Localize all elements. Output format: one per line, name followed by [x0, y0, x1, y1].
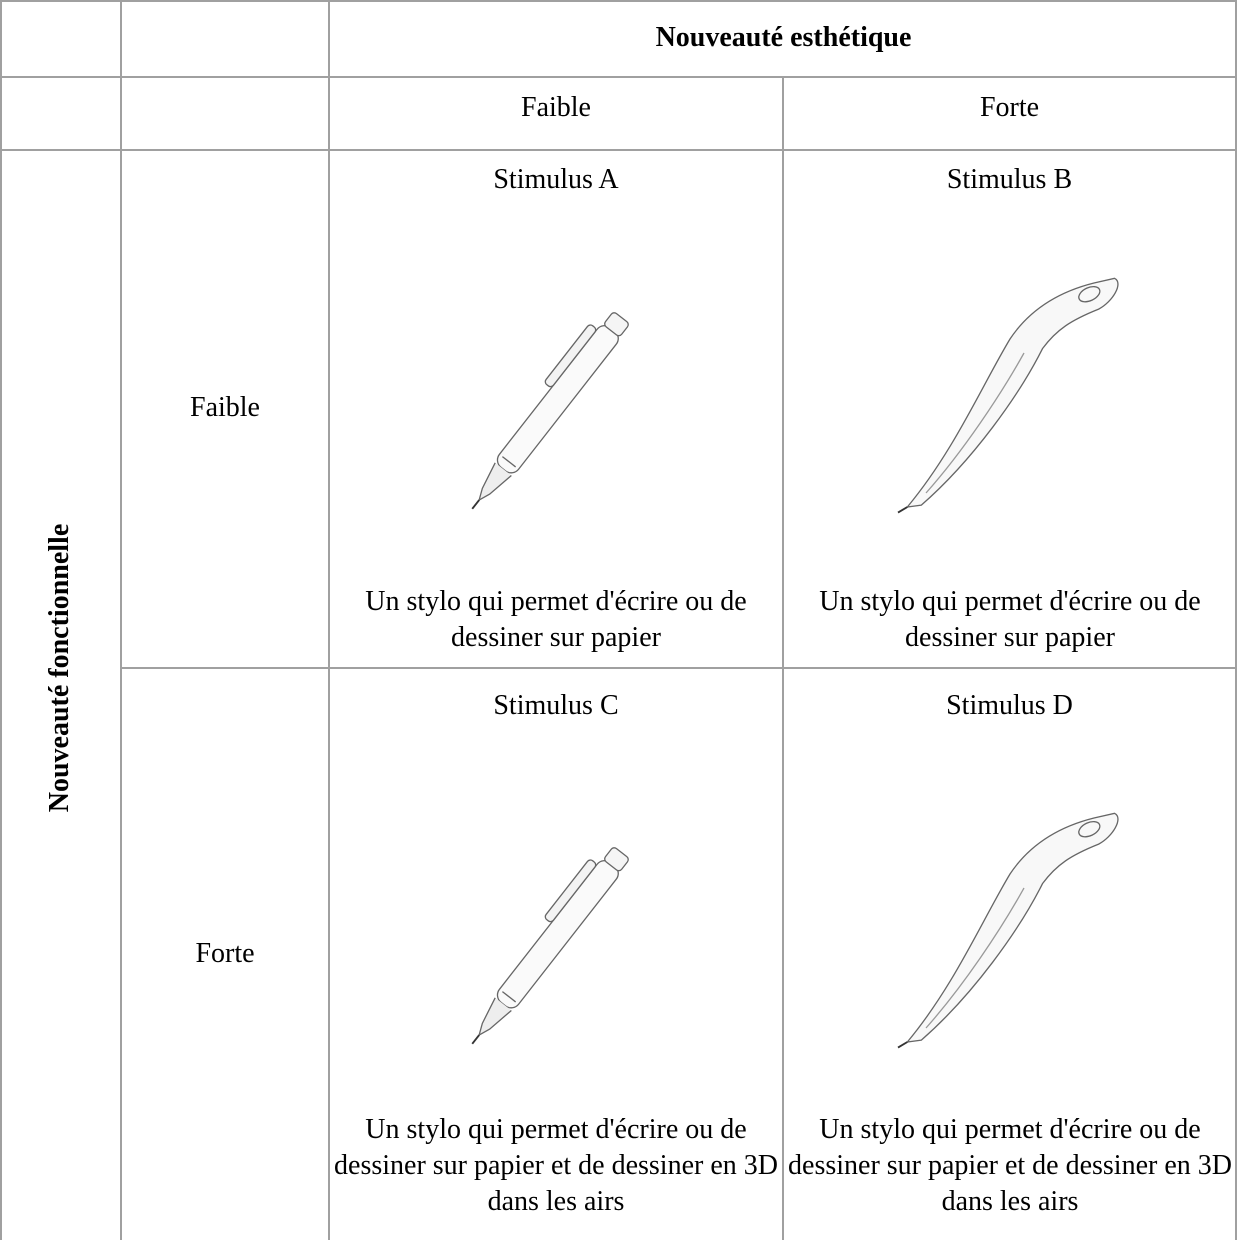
description: Un stylo qui permet d'écrire ou de dessi…: [365, 586, 747, 653]
pen-image: [420, 250, 700, 540]
border: [0, 0, 1237, 2]
grid-line: [120, 667, 1237, 669]
description: Un stylo qui permet d'écrire ou de dessi…: [334, 1114, 778, 1217]
pen-image: [870, 255, 1150, 535]
row-label: Forte: [195, 938, 255, 969]
description: Un stylo qui permet d'écrire ou de dessi…: [819, 586, 1201, 653]
pen-image: [420, 785, 700, 1075]
stimulus-label: Stimulus D: [946, 690, 1073, 721]
grid-line: [120, 0, 122, 1240]
border: [1235, 0, 1237, 1240]
header-title: Nouveauté esthétique: [655, 22, 912, 53]
column-header: Forte: [979, 92, 1040, 123]
pen-image: [870, 790, 1150, 1070]
description: Un stylo qui permet d'écrire ou de dessi…: [788, 1114, 1232, 1217]
border: [0, 0, 2, 1240]
column-header: Faible: [521, 92, 591, 123]
row-header: Nouveauté fonctionnelle: [44, 523, 75, 813]
grid-line: [0, 76, 1237, 78]
row-label: Faible: [190, 392, 260, 423]
stimulus-label: Stimulus C: [493, 690, 619, 721]
grid-line: [0, 149, 1237, 151]
stimulus-label: Stimulus B: [946, 164, 1073, 195]
grid-line: [782, 77, 784, 1240]
stimulus-label: Stimulus A: [493, 164, 619, 195]
grid-line: [328, 0, 330, 1240]
